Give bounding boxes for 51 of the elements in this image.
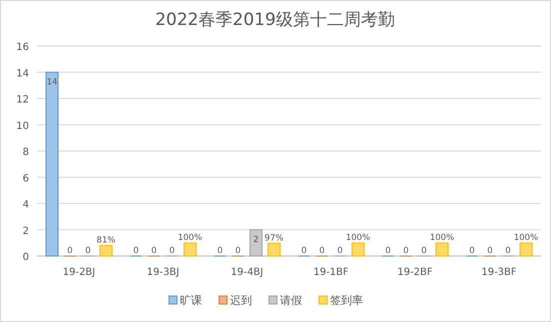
data-label: 14 [46,77,58,88]
data-label: 0 [337,246,343,256]
legend-label: 旷课 [180,294,202,307]
data-label: 100% [178,232,202,243]
x-tick-label: 19-3BF [481,267,517,278]
y-tick-label: 2 [22,226,29,237]
data-label: 100% [346,232,370,243]
data-label: 0 [235,246,241,256]
y-tick-label: 6 [22,173,29,184]
bar [100,244,112,256]
bar [46,72,58,256]
data-label: 97% [264,233,284,244]
legend-label: 签到率 [330,294,363,307]
chart-title: 2022春季2019级第十二周考勤 [155,10,395,30]
data-label: 0 [301,246,307,256]
data-label: 0 [385,246,391,256]
data-label: 0 [67,246,73,256]
data-label: 0 [85,246,91,256]
bar [352,242,364,256]
bar [184,242,196,256]
data-label: 100% [430,232,454,243]
legend-label: 迟到 [230,294,252,307]
data-label: 81% [96,235,116,246]
data-label: 0 [151,246,157,256]
data-label: 0 [133,246,139,256]
x-tick-label: 19-2BF [397,267,433,278]
y-tick-label: 12 [16,94,29,106]
y-tick-label: 14 [16,68,29,80]
data-label: 2 [253,234,259,245]
legend-label: 请假 [280,294,302,307]
y-tick-label: 8 [22,147,29,158]
bar [520,242,532,256]
data-label: 0 [505,246,511,256]
data-label: 0 [403,246,409,256]
y-tick-label: 4 [22,200,29,210]
data-label: 0 [487,246,493,256]
data-label: 0 [469,246,475,256]
x-tick-label: 19-1BF [313,267,349,278]
bar [436,242,448,256]
bar [268,242,280,256]
data-label: 0 [217,246,223,256]
data-label: 0 [319,246,325,256]
y-tick-label: 10 [16,120,29,132]
data-label: 0 [169,246,175,256]
data-label: 0 [421,246,427,256]
y-tick-label: 16 [16,42,29,53]
x-tick-label: 19-3BJ [146,267,180,278]
data-label: 100% [514,232,538,243]
x-tick-label: 19-4BJ [230,267,264,278]
y-tick-label: 0 [22,252,29,263]
x-tick-label: 19-2BJ [62,267,96,278]
